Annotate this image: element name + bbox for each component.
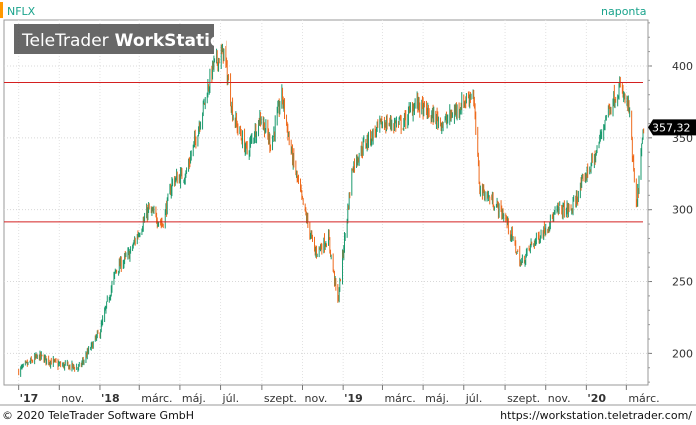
- source-url: https://workstation.teletrader.com/: [500, 409, 692, 422]
- y-tick-label: 300: [672, 204, 693, 217]
- y-tick-label: 200: [672, 347, 693, 360]
- watermark-logo: TeleTrader WorkStation: [14, 24, 234, 54]
- symbol-accent-bar: [0, 2, 3, 18]
- symbol-label: NFLX: [7, 5, 36, 18]
- x-axis: '17 nov. '18 márc. máj. júl. szept. nov. '19 márc…: [18, 385, 660, 405]
- x-tick-label: júl.: [465, 392, 483, 405]
- interval-label: naponta: [601, 5, 646, 18]
- x-tick-label: márc.: [628, 392, 659, 405]
- x-tick-label: máj.: [425, 392, 449, 405]
- x-tick-label: márc.: [384, 392, 415, 405]
- watermark-brand-bold: WorkStation: [115, 31, 234, 51]
- x-tick-label: '17: [20, 392, 39, 405]
- x-tick-label: '20: [587, 392, 606, 405]
- x-tick-label: szept.: [507, 392, 540, 405]
- grid: [4, 20, 647, 385]
- candles: [18, 40, 645, 377]
- plot-area: [3, 19, 649, 386]
- x-tick-label: márc.: [141, 392, 172, 405]
- x-tick-label: júl.: [222, 392, 240, 405]
- x-tick-label: '19: [344, 392, 363, 405]
- x-tick-label: '18: [101, 392, 120, 405]
- y-tick-label: 250: [672, 276, 693, 289]
- y-tick-label: 400: [672, 60, 693, 73]
- level-lines: [4, 82, 643, 223]
- x-tick-label: nov.: [548, 392, 571, 405]
- x-tick-label: nov.: [305, 392, 328, 405]
- x-tick-label: szept.: [264, 392, 297, 405]
- x-tick-label: nov.: [61, 392, 84, 405]
- last-price-tag: 357,32: [648, 119, 696, 136]
- copyright-text: © 2020 TeleTrader Software GmbH: [2, 409, 194, 422]
- last-price-label: 357,32: [652, 121, 691, 134]
- watermark-brand-regular: TeleTrader: [21, 31, 109, 51]
- x-tick-label: máj.: [182, 392, 206, 405]
